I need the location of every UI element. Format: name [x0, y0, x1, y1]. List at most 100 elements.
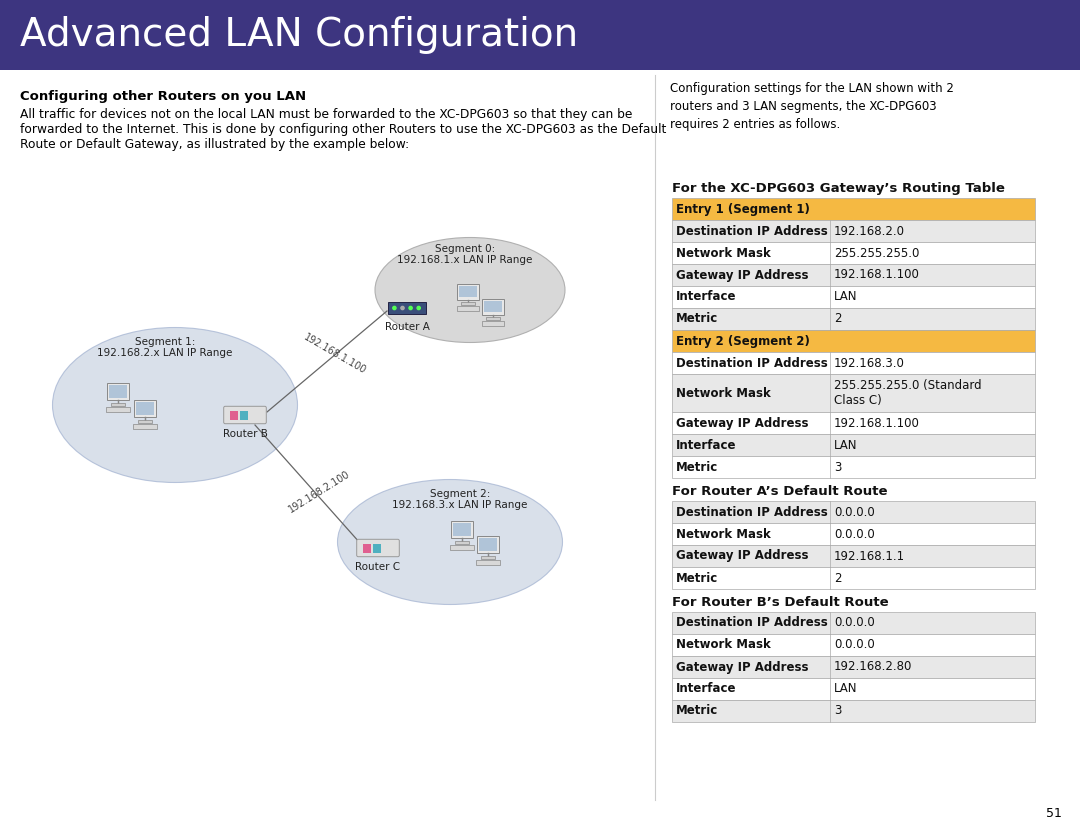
Text: Metric: Metric — [676, 460, 718, 474]
FancyBboxPatch shape — [672, 412, 1035, 434]
FancyBboxPatch shape — [449, 545, 474, 550]
Text: Network Mask: Network Mask — [676, 639, 771, 651]
FancyBboxPatch shape — [672, 700, 1035, 722]
FancyBboxPatch shape — [388, 302, 426, 314]
Text: 192.168.3.x LAN IP Range: 192.168.3.x LAN IP Range — [392, 500, 528, 510]
Text: Configuring other Routers on you LAN: Configuring other Routers on you LAN — [21, 90, 306, 103]
Ellipse shape — [337, 480, 563, 605]
FancyBboxPatch shape — [240, 410, 247, 420]
FancyBboxPatch shape — [457, 284, 478, 300]
Text: Interface: Interface — [676, 439, 737, 451]
FancyBboxPatch shape — [672, 634, 1035, 656]
Text: Segment 1:: Segment 1: — [135, 337, 195, 347]
Text: Destination IP Address: Destination IP Address — [676, 224, 827, 238]
Text: Gateway IP Address: Gateway IP Address — [676, 416, 809, 430]
FancyBboxPatch shape — [672, 523, 1035, 545]
Ellipse shape — [375, 238, 565, 343]
FancyBboxPatch shape — [672, 612, 1035, 634]
Circle shape — [409, 306, 413, 309]
Text: Configuration settings for the LAN shown with 2
routers and 3 LAN segments, the : Configuration settings for the LAN shown… — [670, 82, 954, 131]
Text: Gateway IP Address: Gateway IP Address — [676, 661, 809, 674]
Text: Destination IP Address: Destination IP Address — [676, 356, 827, 369]
FancyBboxPatch shape — [672, 220, 1035, 242]
Text: 2: 2 — [834, 313, 841, 325]
Text: 192.168.1.100: 192.168.1.100 — [302, 332, 368, 375]
FancyBboxPatch shape — [672, 434, 1035, 456]
Text: Router A: Router A — [384, 322, 430, 332]
Text: Advanced LAN Configuration: Advanced LAN Configuration — [21, 16, 578, 54]
FancyBboxPatch shape — [672, 242, 1035, 264]
Circle shape — [401, 306, 404, 309]
Text: 192.168.2.80: 192.168.2.80 — [834, 661, 913, 674]
FancyBboxPatch shape — [672, 545, 1035, 567]
FancyBboxPatch shape — [356, 540, 400, 557]
FancyBboxPatch shape — [459, 286, 476, 298]
Text: Segment 0:: Segment 0: — [435, 244, 495, 254]
Text: Entry 2 (Segment 2): Entry 2 (Segment 2) — [676, 334, 810, 348]
Text: Network Mask: Network Mask — [676, 386, 771, 399]
Text: Router B: Router B — [222, 429, 268, 439]
FancyBboxPatch shape — [481, 556, 495, 559]
Text: Interface: Interface — [676, 290, 737, 304]
Text: Entry 1 (Segment 1): Entry 1 (Segment 1) — [676, 203, 810, 215]
FancyBboxPatch shape — [363, 544, 370, 552]
Text: 192.168.2.x LAN IP Range: 192.168.2.x LAN IP Range — [97, 348, 232, 358]
FancyBboxPatch shape — [461, 303, 474, 305]
FancyBboxPatch shape — [475, 560, 500, 565]
FancyBboxPatch shape — [672, 656, 1035, 678]
FancyBboxPatch shape — [476, 535, 499, 553]
FancyBboxPatch shape — [134, 399, 157, 417]
FancyBboxPatch shape — [138, 420, 152, 423]
FancyBboxPatch shape — [672, 308, 1035, 330]
Text: Network Mask: Network Mask — [676, 527, 771, 540]
Text: Metric: Metric — [676, 571, 718, 585]
FancyBboxPatch shape — [455, 541, 469, 544]
FancyBboxPatch shape — [672, 330, 1035, 352]
Text: 192.168.2.0: 192.168.2.0 — [834, 224, 905, 238]
Text: LAN: LAN — [834, 682, 858, 696]
Text: 3: 3 — [834, 705, 841, 717]
Text: 3: 3 — [834, 460, 841, 474]
FancyBboxPatch shape — [672, 501, 1035, 523]
FancyBboxPatch shape — [457, 306, 480, 310]
FancyBboxPatch shape — [486, 318, 500, 320]
Text: All traffic for devices not on the local LAN must be forwarded to the XC-DPG603 : All traffic for devices not on the local… — [21, 108, 633, 121]
Text: 192.168.1.x LAN IP Range: 192.168.1.x LAN IP Range — [397, 255, 532, 265]
Text: 2: 2 — [834, 571, 841, 585]
Text: 0.0.0.0: 0.0.0.0 — [834, 639, 875, 651]
Ellipse shape — [53, 328, 297, 483]
FancyBboxPatch shape — [453, 523, 471, 535]
Text: 255.255.255.0: 255.255.255.0 — [834, 247, 919, 259]
Text: Destination IP Address: Destination IP Address — [676, 616, 827, 630]
FancyBboxPatch shape — [133, 425, 158, 429]
FancyBboxPatch shape — [450, 520, 473, 538]
Text: Route or Default Gateway, as illustrated by the example below:: Route or Default Gateway, as illustrated… — [21, 138, 409, 151]
Text: Network Mask: Network Mask — [676, 247, 771, 259]
Text: LAN: LAN — [834, 439, 858, 451]
FancyBboxPatch shape — [107, 383, 130, 400]
Text: Metric: Metric — [676, 705, 718, 717]
Text: For the XC-DPG603 Gateway’s Routing Table: For the XC-DPG603 Gateway’s Routing Tabl… — [672, 182, 1004, 195]
Text: Interface: Interface — [676, 682, 737, 696]
FancyBboxPatch shape — [373, 544, 380, 552]
Text: 192.168.3.0: 192.168.3.0 — [834, 356, 905, 369]
FancyBboxPatch shape — [672, 456, 1035, 478]
Text: 0.0.0.0: 0.0.0.0 — [834, 616, 875, 630]
FancyBboxPatch shape — [111, 403, 125, 405]
FancyBboxPatch shape — [230, 410, 238, 420]
Text: Metric: Metric — [676, 313, 718, 325]
FancyBboxPatch shape — [672, 678, 1035, 700]
FancyBboxPatch shape — [224, 406, 267, 424]
Text: forwarded to the Internet. This is done by configuring other Routers to use the : forwarded to the Internet. This is done … — [21, 123, 666, 136]
Text: Segment 2:: Segment 2: — [430, 489, 490, 499]
FancyBboxPatch shape — [672, 264, 1035, 286]
FancyBboxPatch shape — [478, 538, 497, 550]
Text: Gateway IP Address: Gateway IP Address — [676, 550, 809, 562]
Text: 192.168.1.100: 192.168.1.100 — [834, 416, 920, 430]
Circle shape — [417, 306, 420, 309]
FancyBboxPatch shape — [672, 374, 1035, 412]
Text: For Router B’s Default Route: For Router B’s Default Route — [672, 596, 889, 609]
Text: Gateway IP Address: Gateway IP Address — [676, 269, 809, 282]
Text: 0.0.0.0: 0.0.0.0 — [834, 505, 875, 519]
Circle shape — [393, 306, 396, 309]
